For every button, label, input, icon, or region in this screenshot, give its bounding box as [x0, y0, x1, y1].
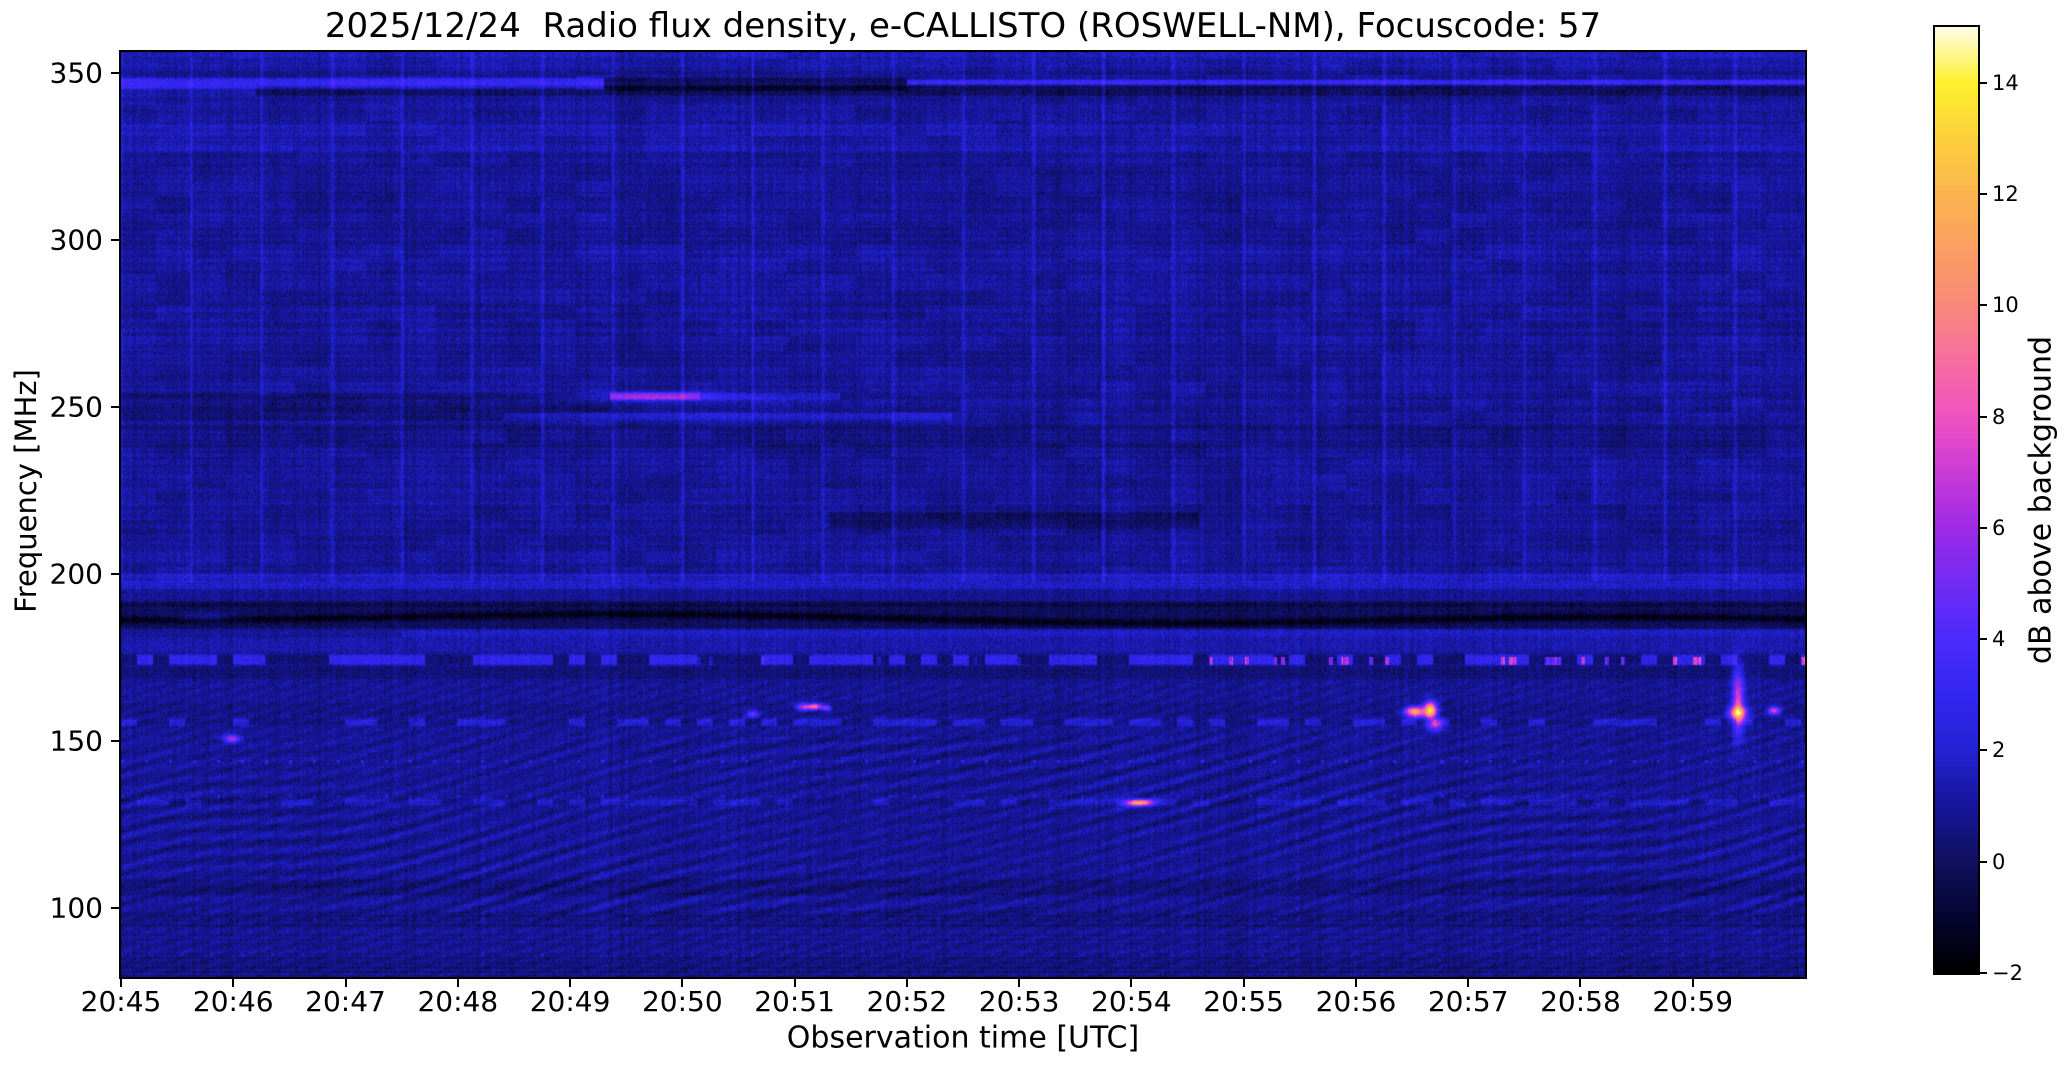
colorbar-tick-mark	[1980, 972, 1987, 974]
x-tick-mark	[344, 979, 347, 987]
y-tick-label: 300	[49, 223, 103, 257]
colorbar-tick-mark	[1980, 415, 1987, 418]
y-tick-mark	[111, 406, 119, 409]
x-tick-label: 20:56	[1315, 985, 1397, 1018]
x-tick-mark	[1467, 979, 1470, 987]
colorbar-tick-label: 0	[1992, 849, 2006, 874]
y-tick-label: 200	[49, 557, 103, 591]
x-tick-label: 20:54	[1091, 985, 1172, 1018]
spectrogram-plot-area	[119, 50, 1807, 979]
y-tick-mark	[111, 239, 119, 242]
x-tick-mark	[1579, 979, 1582, 987]
colorbar-tick-mark	[1980, 526, 1987, 529]
x-tick-label: 20:46	[192, 985, 274, 1018]
x-tick-mark	[120, 979, 122, 987]
x-tick-mark	[905, 979, 908, 987]
x-tick-label: 20:48	[417, 985, 499, 1018]
x-tick-label: 20:47	[305, 985, 386, 1018]
x-tick-label: 20:58	[1540, 985, 1621, 1018]
x-tick-label: 20:49	[529, 985, 611, 1018]
colorbar-tick-label: 2	[1992, 738, 2006, 763]
y-tick-label: 350	[49, 56, 103, 90]
y-tick-mark	[111, 72, 119, 75]
x-tick-mark	[681, 979, 684, 987]
y-tick-mark	[111, 572, 119, 575]
x-tick-label: 20:45	[80, 985, 162, 1018]
x-tick-mark	[456, 979, 459, 987]
x-tick-label: 20:53	[978, 985, 1060, 1018]
colorbar-tick-label: 8	[1992, 404, 2006, 429]
x-tick-label: 20:57	[1427, 985, 1509, 1018]
x-tick-mark	[1242, 979, 1245, 987]
x-tick-label: 20:55	[1203, 985, 1285, 1018]
colorbar-tick-label: 6	[1992, 515, 2006, 540]
colorbar-tick-label: −2	[1992, 961, 2023, 985]
x-tick-label: 20:50	[641, 985, 723, 1018]
colorbar-canvas	[1935, 27, 1978, 973]
colorbar-tick-label: 12	[1992, 181, 2019, 206]
x-tick-mark	[232, 979, 235, 987]
colorbar-label: dB above background	[2023, 335, 2059, 665]
y-tick-mark	[111, 906, 119, 909]
x-tick-mark	[1691, 979, 1694, 987]
y-tick-label: 100	[49, 891, 103, 925]
x-tick-mark	[569, 979, 572, 987]
colorbar-tick-label: 14	[1992, 70, 2019, 95]
spectrogram-canvas	[121, 52, 1805, 977]
x-tick-mark	[1018, 979, 1021, 987]
colorbar-tick-mark	[1980, 749, 1987, 752]
x-tick-mark	[793, 979, 796, 987]
colorbar-tick-mark	[1980, 860, 1987, 863]
colorbar	[1933, 25, 1980, 975]
colorbar-tick-mark	[1980, 638, 1987, 641]
colorbar-tick-mark	[1980, 81, 1987, 84]
plot-title: 2025/12/24 Radio flux density, e-CALLIST…	[324, 6, 1602, 46]
y-tick-label: 250	[49, 390, 103, 424]
colorbar-tick-mark	[1980, 192, 1987, 195]
x-tick-mark	[1130, 979, 1133, 987]
x-tick-label: 20:59	[1652, 985, 1734, 1018]
colorbar-tick-mark	[1980, 304, 1987, 307]
x-tick-label: 20:51	[754, 985, 835, 1018]
x-tick-label: 20:52	[866, 985, 948, 1018]
x-tick-mark	[1354, 979, 1357, 987]
colorbar-tick-label: 10	[1992, 293, 2019, 318]
y-tick-label: 150	[49, 724, 103, 758]
colorbar-tick-label: 4	[1992, 627, 2006, 652]
y-tick-mark	[111, 739, 119, 742]
x-axis-label: Observation time [UTC]	[786, 1020, 1140, 1056]
